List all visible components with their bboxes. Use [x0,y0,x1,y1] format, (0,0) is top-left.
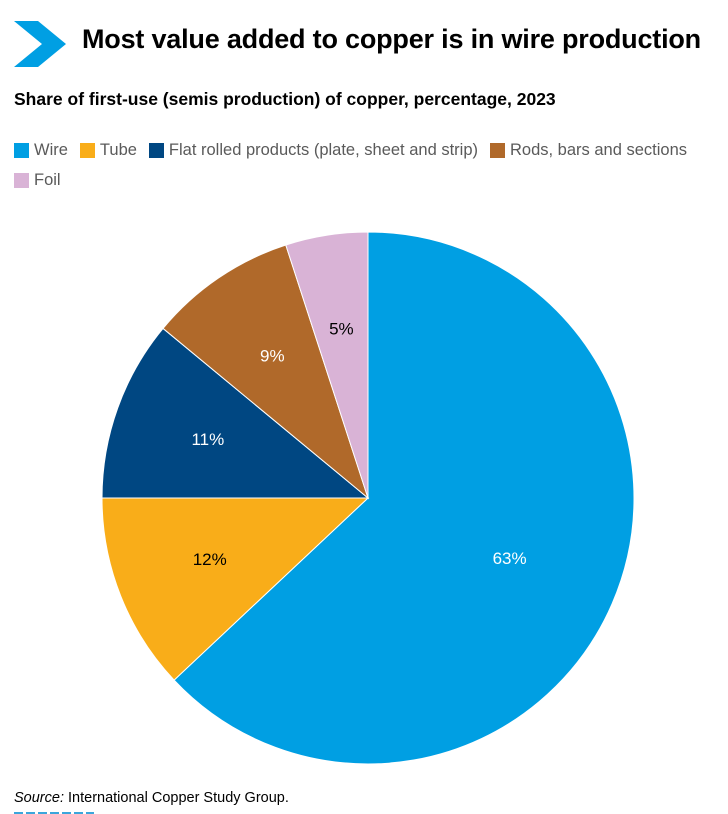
legend-label: Foil [34,170,61,189]
slice-label: 12% [193,550,227,569]
legend-swatch [490,142,505,158]
pie-chart: 63% 12% 11% 9% 5% [101,231,635,765]
chart-title: Most value added to copper is in wire pr… [82,24,701,54]
legend-swatch [148,142,164,158]
legend-item: Rods, bars and sections [490,140,687,160]
legend-label: Tube [99,140,137,159]
legend-label: Wire [34,140,68,159]
pie-slice [285,231,369,499]
legend-swatch [14,172,29,188]
partial-link [14,808,94,814]
source-text: International Copper Study Group. [63,790,289,806]
slice-label: 11% [191,430,224,449]
legend-swatch [14,142,29,158]
legend-item: Wire [14,140,68,160]
legend-swatch [79,142,95,158]
legend: Wire Tube Flat rolled products (plate, she… [14,140,714,190]
pie-slice [101,327,370,499]
slice-label: 63% [493,549,527,568]
chevron-icon [14,21,66,67]
source-label: Source: [14,790,64,806]
pie-slice [162,244,370,500]
chart-subtitle: Share of first-use (semis production) of… [14,89,556,109]
legend-item: Flat rolled products (plate, sheet and s… [148,140,478,160]
legend-label: Rods, bars and sections [510,140,688,159]
legend-item: Foil [14,170,61,190]
slice-label: 5% [329,319,354,338]
legend-item: Tube [79,140,137,160]
legend-label: Flat rolled products (plate, sheet and s… [168,140,478,159]
header: Most value added to copper is in wire pr… [14,18,728,70]
chevron-shape [14,21,66,67]
slice-label: 9% [260,347,285,366]
pie-slice [101,497,370,681]
source-note: Source: International Copper Study Group… [14,790,289,806]
pie-slice [173,231,635,765]
